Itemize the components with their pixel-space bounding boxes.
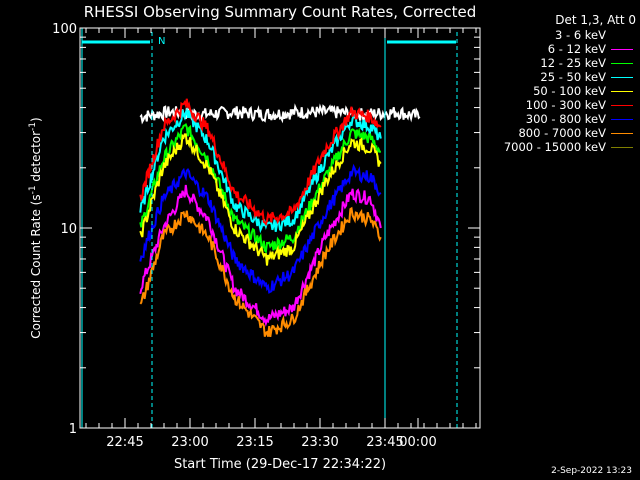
- legend-entry: 100 - 300 keV: [486, 98, 636, 112]
- y-tick-label: 100: [52, 22, 77, 37]
- legend-entry: 50 - 100 keV: [486, 84, 636, 98]
- legend-title: Det 1,3, Att 0: [555, 13, 636, 27]
- series-line: [139, 107, 382, 234]
- series-line: [139, 206, 382, 338]
- y-axis-title: Corrected Count Rate (s-1 detector-1): [28, 117, 43, 338]
- legend-entry: 12 - 25 keV: [486, 56, 636, 70]
- legend-label: 300 - 800 keV: [525, 112, 606, 126]
- ylabel-mid: detector: [29, 131, 43, 186]
- x-tick-label: 22:45: [106, 435, 143, 450]
- legend-label: 100 - 300 keV: [525, 98, 606, 112]
- ylabel-sup-1: -1: [28, 185, 38, 194]
- legend-swatch: [611, 49, 633, 50]
- night-marker-label: N: [158, 36, 165, 47]
- y-tick-label: 10: [60, 222, 77, 237]
- x-tick-label: 23:00: [171, 435, 208, 450]
- ylabel-text: Corrected Count Rate (s: [29, 194, 43, 338]
- legend-entry: 6 - 12 keV: [486, 42, 636, 56]
- x-tick-label: 00:00: [399, 435, 436, 450]
- legend-entry: 800 - 7000 keV: [486, 126, 636, 140]
- x-tick-label: 23:30: [301, 435, 338, 450]
- series-line: [139, 133, 382, 266]
- legend-label: 3 - 6 keV: [555, 28, 606, 42]
- series-4: [139, 133, 382, 266]
- legend-swatch: [611, 91, 633, 92]
- legend-entry: 3 - 6 keV: [486, 28, 636, 42]
- series-line: [139, 184, 382, 327]
- x-tick-label: 23:15: [236, 435, 273, 450]
- series-1: [139, 184, 382, 327]
- legend-label: 50 - 100 keV: [533, 84, 606, 98]
- series-0: [139, 103, 421, 125]
- footer-date: 2-Sep-2022 13:23: [551, 466, 632, 476]
- series-6: [139, 163, 382, 294]
- legend-swatch: [611, 119, 633, 120]
- series-line: [139, 98, 382, 227]
- legend-label: 800 - 7000 keV: [518, 126, 606, 140]
- legend-swatch: [611, 105, 633, 106]
- series-line: [139, 103, 421, 125]
- svg-text:Corrected Count Rate (s-1 dete: Corrected Count Rate (s-1 detector-1): [28, 117, 43, 338]
- ylabel-end: ): [29, 117, 43, 122]
- series-line: [139, 123, 382, 254]
- ylabel-sup-2: -1: [28, 122, 38, 131]
- series-3: [139, 107, 382, 234]
- series-7: [139, 206, 382, 338]
- legend-swatch: [611, 63, 633, 64]
- legend-swatch: [611, 35, 633, 36]
- legend-label: 7000 - 15000 keV: [503, 140, 606, 154]
- legend-entry: 300 - 800 keV: [486, 112, 636, 126]
- legend-label: 25 - 50 keV: [540, 70, 606, 84]
- legend-swatch: [611, 147, 633, 148]
- series-line: [139, 163, 382, 294]
- series-5: [139, 98, 382, 227]
- x-axis-title: Start Time (29-Dec-17 22:34:22): [174, 457, 386, 472]
- y-tick-label: 1: [69, 422, 77, 437]
- legend-swatch: [611, 77, 633, 78]
- legend-label: 12 - 25 keV: [540, 56, 606, 70]
- legend-swatch: [611, 133, 633, 134]
- x-tick-label: 23:45: [366, 435, 403, 450]
- legend-entry: 7000 - 15000 keV: [486, 140, 636, 154]
- legend-label: 6 - 12 keV: [547, 42, 606, 56]
- chart-title: RHESSI Observing Summary Count Rates, Co…: [84, 3, 477, 21]
- legend-entry: 25 - 50 keV: [486, 70, 636, 84]
- series-2: [139, 123, 382, 254]
